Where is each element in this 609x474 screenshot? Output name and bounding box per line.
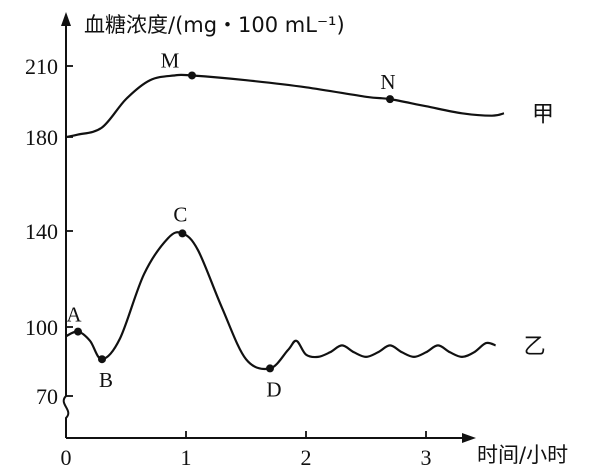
- point-label-A: A: [66, 303, 82, 327]
- point-N: [386, 95, 394, 104]
- point-label-N: N: [380, 70, 395, 94]
- point-B: [98, 355, 106, 364]
- y-axis-break-mark: [62, 395, 70, 438]
- series-label-yi: 乙: [524, 334, 546, 359]
- axes: [61, 12, 476, 443]
- point-D: [266, 364, 274, 373]
- y-tick-label-100: 100: [25, 315, 58, 340]
- x-axis-title: 时间/小时: [477, 443, 568, 467]
- series-line-jia: [65, 73, 505, 139]
- y-axis-title: 血糖浓度/(mg・100 mL⁻¹): [84, 13, 345, 37]
- y-tick-label-140: 140: [25, 219, 58, 244]
- point-A: [74, 327, 82, 336]
- point-C: [178, 229, 187, 238]
- y-axis-arrow: [61, 12, 71, 26]
- series-jia: M N 甲: [65, 48, 554, 139]
- y-tick-label-70: 70: [36, 384, 58, 409]
- ticks: 70 100 140 180 210 0 1 2 3: [25, 54, 432, 470]
- series-group: M N 甲 A B C D 乙: [65, 48, 554, 401]
- x-tick-label-1: 1: [181, 445, 192, 470]
- x-tick-label-3: 3: [421, 445, 432, 470]
- series-yi: A B C D 乙: [65, 202, 546, 401]
- point-label-C: C: [173, 202, 187, 226]
- point-label-M: M: [161, 48, 180, 72]
- x-tick-label-0: 0: [61, 445, 72, 470]
- y-tick-label-180: 180: [25, 125, 58, 150]
- x-tick-label-2: 2: [301, 445, 312, 470]
- x-axis-arrow: [462, 433, 476, 443]
- series-line-yi: [65, 231, 496, 371]
- series-label-jia: 甲: [532, 102, 554, 127]
- y-tick-label-210: 210: [25, 54, 58, 79]
- point-M: [188, 71, 196, 80]
- point-label-B: B: [99, 368, 113, 392]
- point-label-D: D: [266, 377, 281, 401]
